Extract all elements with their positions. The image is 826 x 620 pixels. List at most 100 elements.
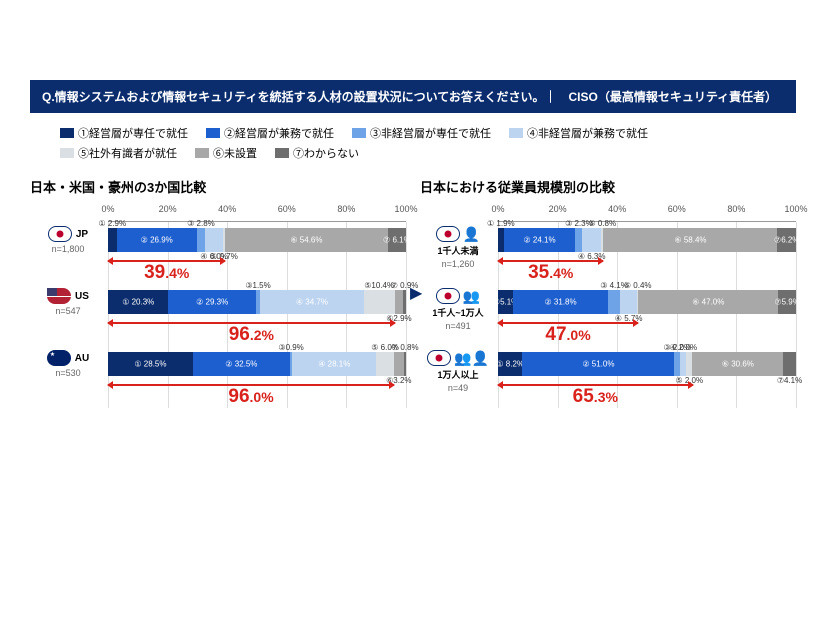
- legend-item: ①経営層が専任で就任: [60, 125, 188, 141]
- axis-tick: 20%: [159, 204, 177, 214]
- legend-label: ⑤社外有識者が就任: [78, 145, 177, 161]
- arrow-pct: 65.3%: [573, 386, 618, 408]
- flag-icon: [436, 226, 460, 242]
- question-bar: Q.情報システムおよび情報セキュリティを統括する人材の設置状況についてお答えくだ…: [30, 80, 796, 113]
- bar-segment: ③ 4.1%: [608, 290, 620, 314]
- segment-label: ② 24.1%: [524, 236, 556, 245]
- segment-label: ① 20.3%: [122, 298, 154, 307]
- segment-label: ② 32.5%: [225, 360, 257, 369]
- bar-segment: ① 2.9%: [108, 228, 117, 252]
- row-code: US: [75, 291, 89, 302]
- legend-label: ③非経営層が専任で就任: [370, 125, 491, 141]
- segment-label: ② 51.0%: [582, 360, 614, 369]
- bar-segment: ② 26.9%: [117, 228, 197, 252]
- legend-item: ④非経営層が兼務で就任: [509, 125, 648, 141]
- row-n: n=530: [55, 368, 80, 378]
- chart-left: JPn=1,800① 2.9%② 26.9%③ 2.8%④ 6.0%⑤ 0.7%…: [108, 222, 406, 408]
- right-title: 日本における従業員規模別の比較: [420, 177, 796, 196]
- row-n: n=1,260: [442, 259, 475, 269]
- segment-label: ③0.9%: [278, 343, 303, 352]
- row-sublabel: 1万人以上: [437, 368, 478, 381]
- bar-segment: ⑥ 58.4%: [603, 228, 777, 252]
- bar-segment: ⑤10.4%: [364, 290, 395, 314]
- chart-right: 👤1千人未満n=1,260① 1.9%② 24.1%③ 2.3%④ 6.3%⑤ …: [498, 222, 796, 408]
- bar-segment: ⑥2.9%: [395, 290, 404, 314]
- person-icon: 👥👤: [454, 351, 489, 365]
- bar-segment: ⑦ 0.9%: [403, 290, 406, 314]
- legend-swatch: [206, 128, 220, 138]
- arrow-pct: 96.2%: [229, 324, 274, 346]
- stacked-bar: ① 1.9%② 24.1%③ 2.3%④ 6.3%⑤ 0.8%⑥ 58.4%⑦6…: [498, 228, 796, 252]
- segment-label: ① 8.2%: [496, 360, 524, 369]
- bar-segment: ⑦4.1%: [783, 352, 795, 376]
- stacked-bar: ① 28.5%② 32.5%③0.9%④ 28.1%⑤ 6.0%⑥3.2%⑦ 0…: [108, 352, 406, 376]
- axis-tick: 100%: [394, 204, 417, 214]
- segment-label: ② 31.8%: [545, 298, 577, 307]
- bar-segment: ⑥ 30.6%: [692, 352, 783, 376]
- axis-tick: 0%: [101, 204, 114, 214]
- segment-label: ④ 28.1%: [318, 360, 350, 369]
- bar-segment: ④ 34.7%: [260, 290, 363, 314]
- bar-segment: ② 51.0%: [522, 352, 674, 376]
- flag-icon: [427, 350, 451, 366]
- segment-label: ② 29.3%: [196, 298, 228, 307]
- bar-segment: ② 31.8%: [513, 290, 608, 314]
- bar-segment: ① 28.5%: [108, 352, 193, 376]
- segment-label: ③1.5%: [245, 281, 270, 290]
- arrow-wrap: 35.4%: [498, 254, 796, 270]
- row-n: n=491: [445, 321, 470, 331]
- bar-segment: ⑦6.2%: [777, 228, 795, 252]
- segment-label: ⑥ 30.6%: [722, 360, 754, 369]
- legend: ①経営層が専任で就任 ②経営層が兼務で就任 ③非経営層が専任で就任 ④非経営層が兼務で…: [30, 125, 796, 161]
- axis-tick: 80%: [337, 204, 355, 214]
- stacked-bar: ①5.1%② 31.8%③ 4.1%④ 5.7%⑤ 0.4%⑥ 47.0%⑦5.…: [498, 290, 796, 314]
- segment-label: ⑤ 0.8%: [588, 219, 616, 228]
- axis-tick: 100%: [784, 204, 807, 214]
- stacked-bar: ① 20.3%② 29.3%③1.5%④ 34.7%⑤10.4%⑥2.9%⑦ 0…: [108, 290, 406, 314]
- bar-segment: ⑥3.2%: [394, 352, 404, 376]
- legend-swatch: [509, 128, 523, 138]
- chart-row: USn=547① 20.3%② 29.3%③1.5%④ 34.7%⑤10.4%⑥…: [108, 284, 406, 346]
- legend-item: ③非経営層が専任で就任: [352, 125, 491, 141]
- arrow-wrap: 96.0%: [108, 378, 406, 394]
- arrow-pct: 39.4%: [144, 262, 189, 284]
- row-label: 👤1千人未満n=1,260: [420, 226, 496, 269]
- segment-label: ④ 34.7%: [296, 298, 328, 307]
- flag-icon: [47, 288, 71, 304]
- segment-label: ⑦5.9%: [774, 298, 799, 307]
- segment-label: ⑦6.2%: [774, 236, 799, 245]
- bar-segment: ⑥ 54.6%: [225, 228, 388, 252]
- bar-segment: ①5.1%: [498, 290, 513, 314]
- bar-segment: ① 8.2%: [498, 352, 522, 376]
- flag-icon: [436, 288, 460, 304]
- row-label: 👥👤1万人以上n=49: [420, 350, 496, 393]
- segment-label: ④ 2.0%: [669, 343, 697, 352]
- legend-swatch: [60, 148, 74, 158]
- arrow-pct: 96.0%: [228, 386, 273, 408]
- row-code: AU: [75, 353, 89, 364]
- segment-label: ③ 2.8%: [187, 219, 215, 228]
- bar-segment: ⑥ 47.0%: [638, 290, 778, 314]
- row-label: JPn=1,800: [30, 226, 106, 254]
- bar-segment: ⑤ 6.0%: [376, 352, 394, 376]
- left-panel: 日本・米国・豪州の3か国比較 0%20%40%60%80%100% JPn=1,…: [30, 177, 406, 408]
- row-code: JP: [76, 229, 88, 240]
- axis-tick: 20%: [549, 204, 567, 214]
- legend-item: ②経営層が兼務で就任: [206, 125, 334, 141]
- axis-right: 0%20%40%60%80%100%: [498, 204, 796, 222]
- axis-left: 0%20%40%60%80%100%: [108, 204, 406, 222]
- segment-label: ① 1.9%: [487, 219, 515, 228]
- bar-segment: ① 20.3%: [108, 290, 168, 314]
- chart-row: 👥👤1万人以上n=49① 8.2%② 51.0%③ 2.0%④ 2.0%⑤ 2.…: [498, 346, 796, 408]
- legend-item: ⑦わからない: [275, 145, 359, 161]
- flag-icon: [48, 226, 72, 242]
- person-icon: 👤: [463, 227, 480, 241]
- row-label: 👥1千人~1万人n=491: [420, 288, 496, 331]
- chart-row: JPn=1,800① 2.9%② 26.9%③ 2.8%④ 6.0%⑤ 0.7%…: [108, 222, 406, 284]
- bar-segment: ③ 2.3%: [575, 228, 582, 252]
- segment-label: ⑦ 6.1%: [383, 236, 411, 245]
- row-sublabel: 1千人~1万人: [432, 306, 483, 319]
- legend-label: ⑦わからない: [293, 145, 359, 161]
- bar-segment: ④ 5.7%: [620, 290, 637, 314]
- axis-tick: 60%: [278, 204, 296, 214]
